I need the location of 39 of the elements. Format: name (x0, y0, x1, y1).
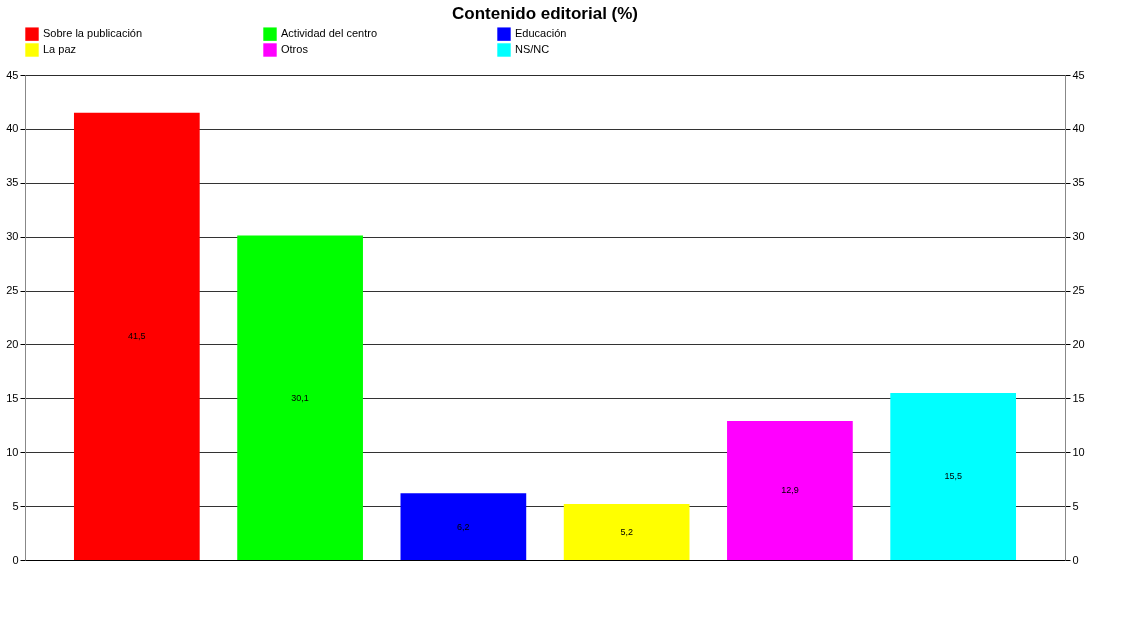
legend-label: La paz (43, 43, 77, 55)
y-tick-label: 20 (6, 337, 19, 350)
chart-title: Contenido editorial (%) (451, 4, 639, 23)
y2-tick-label: 30 (1072, 230, 1085, 243)
y-tick-label: 5 (12, 499, 19, 512)
legend-label: Sobre la publicación (43, 27, 143, 40)
y-tick-label: 45 (6, 68, 19, 81)
legend-label: Otros (281, 43, 309, 55)
y-tick-label: 35 (6, 176, 19, 189)
y2-tick-label: 25 (1072, 284, 1085, 297)
bar (73, 112, 200, 560)
bar (400, 493, 527, 560)
y2-tick-label: 5 (1072, 499, 1079, 512)
y2-tick-label: 10 (1072, 445, 1085, 458)
legend-label: NS/NC (515, 43, 550, 55)
y2-tick-label: 0 (1072, 553, 1079, 566)
y-tick-label: 15 (6, 391, 19, 404)
y2-tick-label: 15 (1072, 391, 1085, 404)
data-label: 15,5 (944, 471, 962, 482)
data-label: 5,2 (620, 526, 633, 537)
y2-tick-label: 20 (1072, 337, 1085, 350)
legend-label: Actividad del centro (281, 27, 377, 40)
bar (727, 420, 853, 560)
data-label: 30,1 (291, 392, 309, 403)
data-label: 6,2 (457, 521, 470, 532)
y-tick-label: 40 (6, 122, 19, 135)
y-tick-label: 25 (6, 284, 19, 297)
bar (890, 392, 1017, 560)
y-tick-label: 30 (6, 230, 19, 243)
y2-tick-label: 40 (1072, 122, 1085, 135)
bar (563, 503, 690, 560)
y2-tick-label: 35 (1072, 176, 1085, 189)
data-label: 12,9 (781, 485, 799, 496)
y-tick-label: 10 (6, 445, 19, 458)
legend-label: Educación (515, 27, 567, 40)
y-tick-label: 0 (12, 553, 19, 566)
data-label: 41,5 (128, 331, 146, 342)
bar (237, 235, 363, 560)
y2-tick-label: 45 (1072, 68, 1085, 81)
